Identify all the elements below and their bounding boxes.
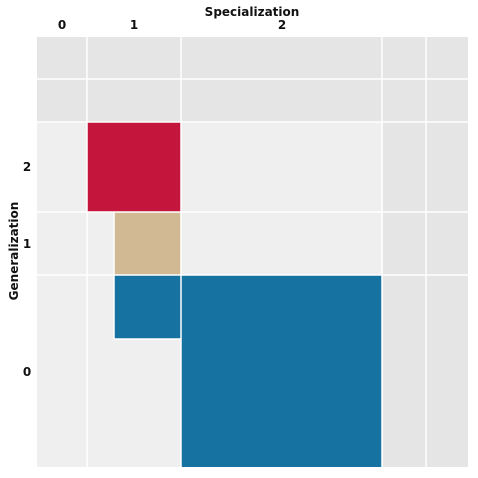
cell-gen2-spec1 (87, 122, 181, 212)
cell-gen0-spec2 (181, 275, 382, 467)
y-tick-label-0: 0 (23, 365, 31, 379)
cell-gen0-spec1 (114, 275, 181, 339)
cells-layer (87, 122, 382, 467)
x-tick-label-2: 2 (278, 18, 286, 32)
x-axis-title: Specialization (205, 5, 300, 19)
x-tick-label-1: 1 (130, 18, 138, 32)
grid-layer (37, 37, 468, 467)
cell-gen1-spec1 (114, 212, 181, 275)
y-tick-label-2: 2 (23, 160, 31, 174)
y-tick-label-1: 1 (23, 237, 31, 251)
y-axis-title: Generalization (7, 202, 21, 301)
x-tick-label-0: 0 (58, 18, 66, 32)
